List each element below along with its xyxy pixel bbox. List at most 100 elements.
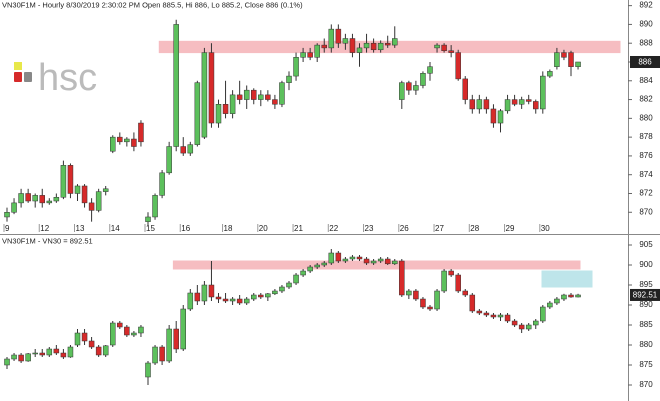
candle-body bbox=[384, 258, 391, 265]
candle-body bbox=[286, 75, 292, 83]
candle-body bbox=[32, 352, 38, 355]
y-tick-label: 872 bbox=[639, 189, 653, 198]
candle-body bbox=[427, 306, 433, 310]
y-tick-label: 880 bbox=[639, 340, 653, 349]
candle-body bbox=[363, 42, 370, 49]
candle-body bbox=[441, 44, 447, 51]
candle-body bbox=[117, 322, 123, 328]
candle-body bbox=[279, 286, 285, 292]
y-tick-label: 892 bbox=[639, 1, 653, 10]
candle-body bbox=[180, 308, 186, 350]
candle-body bbox=[399, 82, 405, 100]
candle-body bbox=[490, 314, 497, 318]
candle-body bbox=[95, 346, 102, 356]
candle-body bbox=[293, 57, 299, 77]
candle-body bbox=[554, 52, 560, 67]
candle-body bbox=[441, 270, 447, 292]
y-tick-label: 884 bbox=[639, 76, 653, 85]
candle-body bbox=[152, 346, 158, 364]
candle-body bbox=[540, 75, 546, 110]
candle-body bbox=[307, 266, 313, 272]
candle-body bbox=[272, 99, 278, 105]
candle-body bbox=[575, 61, 581, 67]
candle-body bbox=[32, 195, 38, 202]
price-tag-label: 886 bbox=[638, 58, 652, 67]
candle-body bbox=[321, 262, 327, 266]
candle-body bbox=[561, 52, 567, 58]
candle-body bbox=[293, 274, 299, 284]
candle-body bbox=[349, 38, 356, 53]
candle-body bbox=[328, 28, 335, 49]
candle-body bbox=[11, 354, 17, 360]
y-tick-label: 882 bbox=[639, 95, 653, 104]
candle-body bbox=[525, 99, 532, 102]
candle-body bbox=[413, 85, 419, 91]
candle-body bbox=[18, 193, 24, 204]
candle-body bbox=[145, 216, 151, 222]
y-tick-label: 874 bbox=[639, 170, 653, 179]
candle-body bbox=[511, 99, 518, 105]
candle-body bbox=[53, 196, 60, 202]
x-tick-label: 18 bbox=[224, 224, 233, 233]
candle-body bbox=[102, 188, 109, 192]
candle-body bbox=[208, 284, 215, 298]
candle-body bbox=[60, 352, 67, 358]
candle-body bbox=[300, 52, 306, 58]
candle-body bbox=[328, 252, 335, 264]
candle-body bbox=[67, 346, 74, 358]
candle-body bbox=[251, 89, 257, 100]
candle-body bbox=[215, 104, 222, 124]
zone bbox=[172, 260, 581, 270]
candle-body bbox=[483, 312, 490, 316]
candle-body bbox=[166, 328, 172, 362]
candle-body bbox=[243, 298, 250, 304]
candle-body bbox=[547, 302, 553, 308]
zone bbox=[541, 270, 593, 288]
candle-body bbox=[356, 47, 363, 53]
candle-body bbox=[469, 294, 476, 312]
candle-body bbox=[342, 38, 349, 44]
candle-body bbox=[448, 270, 454, 276]
candle-body bbox=[194, 82, 201, 145]
candle-body bbox=[349, 256, 356, 260]
candle-body bbox=[201, 284, 208, 302]
x-tick-label: 12 bbox=[40, 224, 49, 233]
candle-body bbox=[420, 73, 426, 86]
y-tick-label: 880 bbox=[639, 113, 653, 122]
y-tick-label: 890 bbox=[639, 20, 653, 29]
y-tick-label: 890 bbox=[639, 300, 653, 309]
candle-body bbox=[490, 108, 497, 124]
x-tick-label: 16 bbox=[181, 224, 190, 233]
y-tick-label: 885 bbox=[639, 320, 653, 329]
candle-body bbox=[187, 144, 194, 154]
candle-body bbox=[222, 298, 229, 302]
candle-body bbox=[272, 290, 278, 295]
candle-body bbox=[258, 94, 264, 100]
x-tick-label: 23 bbox=[365, 224, 374, 233]
candle-body bbox=[208, 52, 215, 124]
candle-body bbox=[81, 185, 88, 204]
chart-title: VN30F1M - VN30 = 892.51 bbox=[2, 237, 93, 246]
y-tick-label: 878 bbox=[639, 132, 653, 141]
candle-body bbox=[173, 24, 179, 147]
candle-body bbox=[540, 306, 546, 322]
candle-body bbox=[25, 193, 31, 202]
candle-body bbox=[236, 94, 243, 100]
candle-body bbox=[88, 202, 95, 211]
candle-body bbox=[504, 99, 511, 112]
candle-body bbox=[462, 78, 468, 100]
candle-body bbox=[413, 290, 419, 300]
candle-body bbox=[314, 264, 320, 268]
x-tick-label: 14 bbox=[111, 224, 120, 233]
candle-body bbox=[110, 136, 116, 152]
candle-body bbox=[434, 44, 440, 49]
candle-body bbox=[88, 340, 95, 348]
candle-body bbox=[67, 165, 74, 194]
candle-body bbox=[497, 314, 504, 318]
y-tick-label: 875 bbox=[639, 360, 653, 369]
candle-body bbox=[399, 260, 405, 296]
candle-body bbox=[258, 294, 264, 298]
logo bbox=[14, 62, 32, 82]
candle-body bbox=[335, 28, 342, 44]
logo-square bbox=[14, 62, 22, 70]
